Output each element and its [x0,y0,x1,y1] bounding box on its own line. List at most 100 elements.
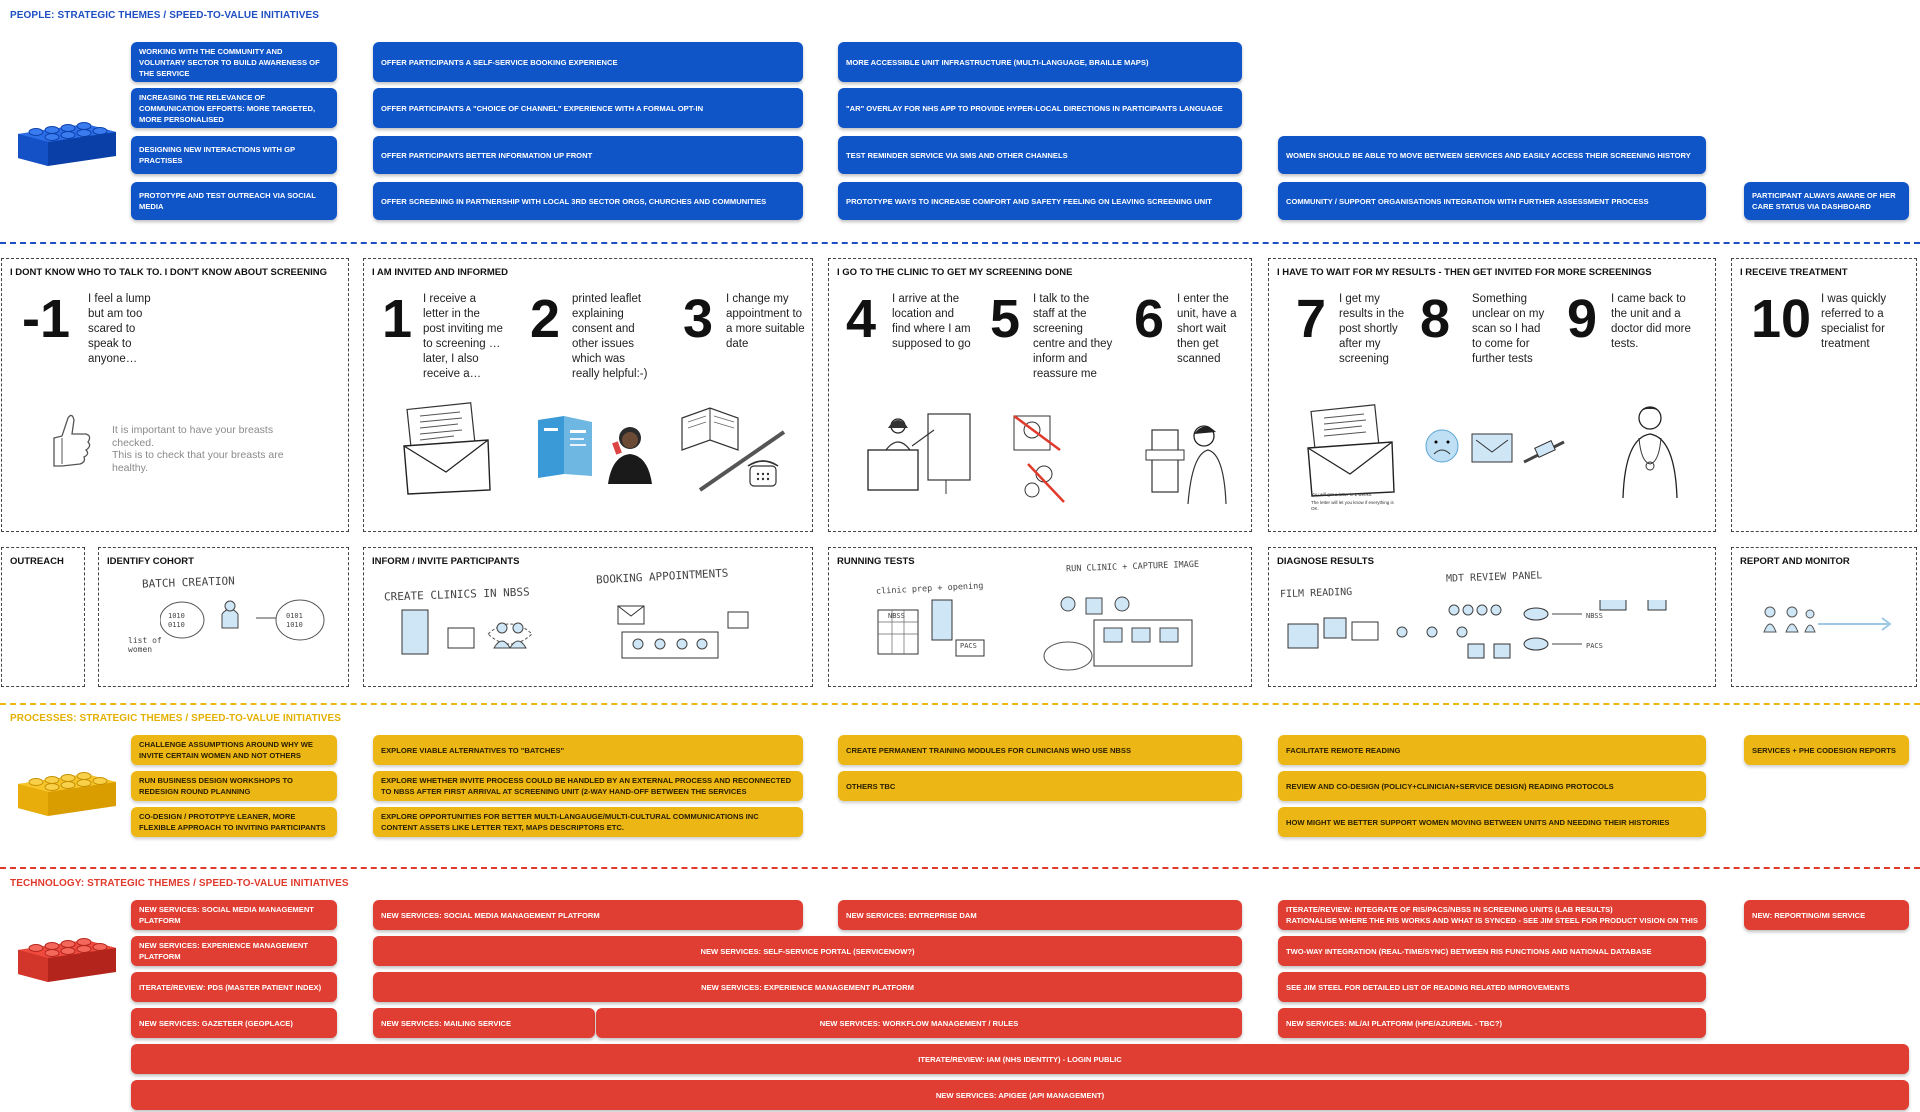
people-initiative[interactable]: PROTOTYPE WAYS TO INCREASE COMFORT AND S… [838,182,1242,220]
step-text: I get my results in the post shortly aft… [1339,293,1405,365]
people-initiative[interactable]: PROTOTYPE AND TEST OUTREACH VIA SOCIAL M… [131,182,337,220]
thumbs-up-icon [53,414,91,467]
letter-note: You will get a letter in 2 weeks. [1311,492,1373,497]
people-initiative[interactable]: PARTICIPANT ALWAYS AWARE OF HER CARE STA… [1744,182,1909,220]
step-text: I arrive at the location and find where … [892,293,971,350]
tech-initiative[interactable]: ITERATE/REVIEW: IAM (NHS IDENTITY) - LOG… [131,1044,1909,1074]
process-initiative[interactable]: EXPLORE VIABLE ALTERNATIVES TO "BATCHES" [373,735,803,765]
tech-initiative[interactable]: NEW SERVICES: SOCIAL MEDIA MANAGEMENT PL… [131,900,337,930]
step-number: -1 [22,289,71,349]
sketch-label: list of women [128,636,162,654]
stage-panel-outreach: OUTREACH [1,547,85,687]
process-initiative[interactable]: RUN BUSINESS DESIGN WORKSHOPS TO REDESIG… [131,771,337,801]
svg-text:0101: 0101 [286,612,303,620]
sketch-label: NBSS [1586,612,1603,620]
svg-text:1010: 1010 [286,621,303,629]
tech-initiative[interactable]: NEW SERVICES: ENTREPRISE DAM [838,900,1242,930]
tech-initiative[interactable]: ITERATE/REVIEW: INTEGRATE OF RIS/PACS/NB… [1278,900,1706,930]
tech-initiative[interactable]: NEW SERVICES: GAZETEER (GEOPLACE) [131,1008,337,1038]
stage-title: RUNNING TESTS [837,556,915,567]
stage-title: OUTREACH [10,556,64,567]
diary-phone-icon [681,407,786,492]
people-initiative[interactable]: OFFER PARTICIPANTS BETTER INFORMATION UP… [373,136,803,174]
step-text: I feel a lump but am too scared to speak… [88,293,151,365]
doctor-icon [1622,406,1678,498]
step-text: I came back to the unit and a doctor did… [1611,293,1691,350]
people-initiative[interactable]: OFFER PARTICIPANTS A "CHOICE OF CHANNEL"… [373,88,803,128]
step-text: I receive a letter in the post inviting … [423,293,503,380]
step-number: 7 [1296,289,1327,349]
phase-title: I HAVE TO WAIT FOR MY RESULTS - THEN GET… [1277,267,1652,278]
processes-divider [0,703,1920,705]
phase-title: I GO TO THE CLINIC TO GET MY SCREENING D… [837,267,1073,278]
people-initiative[interactable]: INCREASING THE RELEVANCE OF COMMUNICATIO… [131,88,337,128]
people-initiative[interactable]: OFFER SCREENING IN PARTNERSHIP WITH LOCA… [373,182,803,220]
step-number: 9 [1567,289,1598,349]
diagnose-results-sketch [1287,600,1667,659]
leaflet-icon [538,416,592,478]
step-number: 10 [1751,289,1812,349]
letter-note: The letter will let you know if everythi… [1311,500,1394,511]
people-initiative[interactable]: DESIGNING NEW INTERACTIONS WITH GP PRACT… [131,136,337,174]
letter-envelope-icon [403,402,491,495]
tech-initiative[interactable]: NEW SERVICES: WORKFLOW MANAGEMENT / RULE… [596,1008,1242,1038]
people-initiative[interactable]: WOMEN SHOULD BE ABLE TO MOVE BETWEEN SER… [1278,136,1706,174]
red-lego-brick-icon [18,938,116,982]
stage-panel-diagnose: DIAGNOSE RESULTS [1268,547,1716,687]
step-text: I talk to the staff at the screening cen… [1033,293,1113,380]
tech-initiative[interactable]: NEW: REPORTING/MI SERVICE [1744,900,1909,930]
step-number: 2 [530,289,561,349]
yellow-lego-brick-icon [18,772,116,816]
step-number: 4 [846,289,877,349]
process-initiative[interactable]: FACILITATE REMOTE READING [1278,735,1706,765]
process-initiative[interactable]: EXPLORE WHETHER INVITE PROCESS COULD BE … [373,771,803,801]
step-number: 3 [683,289,714,349]
svg-text:1010: 1010 [168,612,185,620]
tech-initiative[interactable]: NEW SERVICES: SELF-SERVICE PORTAL (SERVI… [373,936,1242,966]
process-initiative[interactable]: CO-DESIGN / PROTOTPYE LEANER, MORE FLEXI… [131,807,337,837]
tech-initiative[interactable]: NEW SERVICES: MAILING SERVICE [373,1008,595,1038]
people-initiative[interactable]: OFFER PARTICIPANTS A SELF-SERVICE BOOKIN… [373,42,803,82]
results-letter-icon [1307,404,1395,497]
people-initiative[interactable]: TEST REMINDER SERVICE VIA SMS AND OTHER … [838,136,1242,174]
process-initiative[interactable]: CHALLENGE ASSUMPTIONS AROUND WHY WE INVI… [131,735,337,765]
tech-initiative[interactable]: NEW SERVICES: EXPERIENCE MANAGEMENT PLAT… [373,972,1242,1002]
people-initiative[interactable]: MORE ACCESSIBLE UNIT INFRASTRUCTURE (MUL… [838,42,1242,82]
process-initiative[interactable]: REVIEW AND CO-DESIGN (POLICY+CLINICIAN+S… [1278,771,1706,801]
tech-initiative[interactable]: NEW SERVICES: SOCIAL MEDIA MANAGEMENT PL… [373,900,803,930]
people-initiative[interactable]: COMMUNITY / SUPPORT ORGANISATIONS INTEGR… [1278,182,1706,220]
unclear-scan-icons [1425,429,1565,464]
tech-initiative[interactable]: NEW SERVICES: EXPERIENCE MANAGEMENT PLAT… [131,936,337,966]
step-text: printed leaflet explaining consent and o… [572,293,648,380]
person-on-phone-icon [608,427,652,484]
stage-title: IDENTIFY COHORT [107,556,194,567]
tech-initiative[interactable]: ITERATE/REVIEW: PDS (MASTER PATIENT INDE… [131,972,337,1002]
reception-desk-icon [867,413,971,494]
phase-title: I DONT KNOW WHO TO TALK TO. I DON'T KNOW… [10,267,327,278]
step-number: 8 [1420,289,1451,349]
step-text: I enter the unit, have a short wait then… [1177,293,1237,365]
stage-title: DIAGNOSE RESULTS [1277,556,1374,567]
tech-initiative[interactable]: TWO-WAY INTEGRATION (REAL-TIME/SYNC) BET… [1278,936,1706,966]
people-initiative[interactable]: WORKING WITH THE COMMUNITY AND VOLUNTARY… [131,42,337,82]
tech-initiative[interactable]: NEW SERVICES: APIGEE (API MANAGEMENT) [131,1080,1909,1110]
step-number: 5 [990,289,1021,349]
process-initiative[interactable]: OTHERS TBC [838,771,1242,801]
process-initiative[interactable]: CREATE PERMANENT TRAINING MODULES FOR CL… [838,735,1242,765]
stage-title: REPORT AND MONITOR [1740,556,1850,567]
batch-creation-sketch: 1010 0110 0101 1010 [160,599,325,641]
phase-panel-unaware: I DONT KNOW WHO TO TALK TO. I DON'T KNOW… [1,258,349,532]
report-monitor-sketch [1763,606,1892,633]
step-text: Something unclear on my scan so I had to… [1472,293,1545,365]
process-initiative[interactable]: HOW MIGHT WE BETTER SUPPORT WOMEN MOVING… [1278,807,1706,837]
stage-panel-report: REPORT AND MONITOR [1731,547,1917,687]
process-initiative[interactable]: EXPLORE OPPORTUNITIES FOR BETTER MULTI-L… [373,807,803,837]
people-initiative[interactable]: "AR" OVERLAY FOR NHS APP TO PROVIDE HYPE… [838,88,1242,128]
tech-initiative[interactable]: SEE JIM STEEL FOR DETAILED LIST OF READI… [1278,972,1706,1002]
process-initiative[interactable]: SERVICES + PHE CODESIGN REPORTS [1744,735,1909,765]
svg-text:0110: 0110 [168,621,185,629]
sketch-label: PACS [1586,642,1603,650]
processes-band-title: PROCESSES: STRATEGIC THEMES / SPEED-TO-V… [10,713,342,724]
phase-title: I RECEIVE TREATMENT [1740,267,1848,278]
tech-initiative[interactable]: NEW SERVICES: ML/AI PLATFORM (HPE/AzureM… [1278,1008,1706,1038]
